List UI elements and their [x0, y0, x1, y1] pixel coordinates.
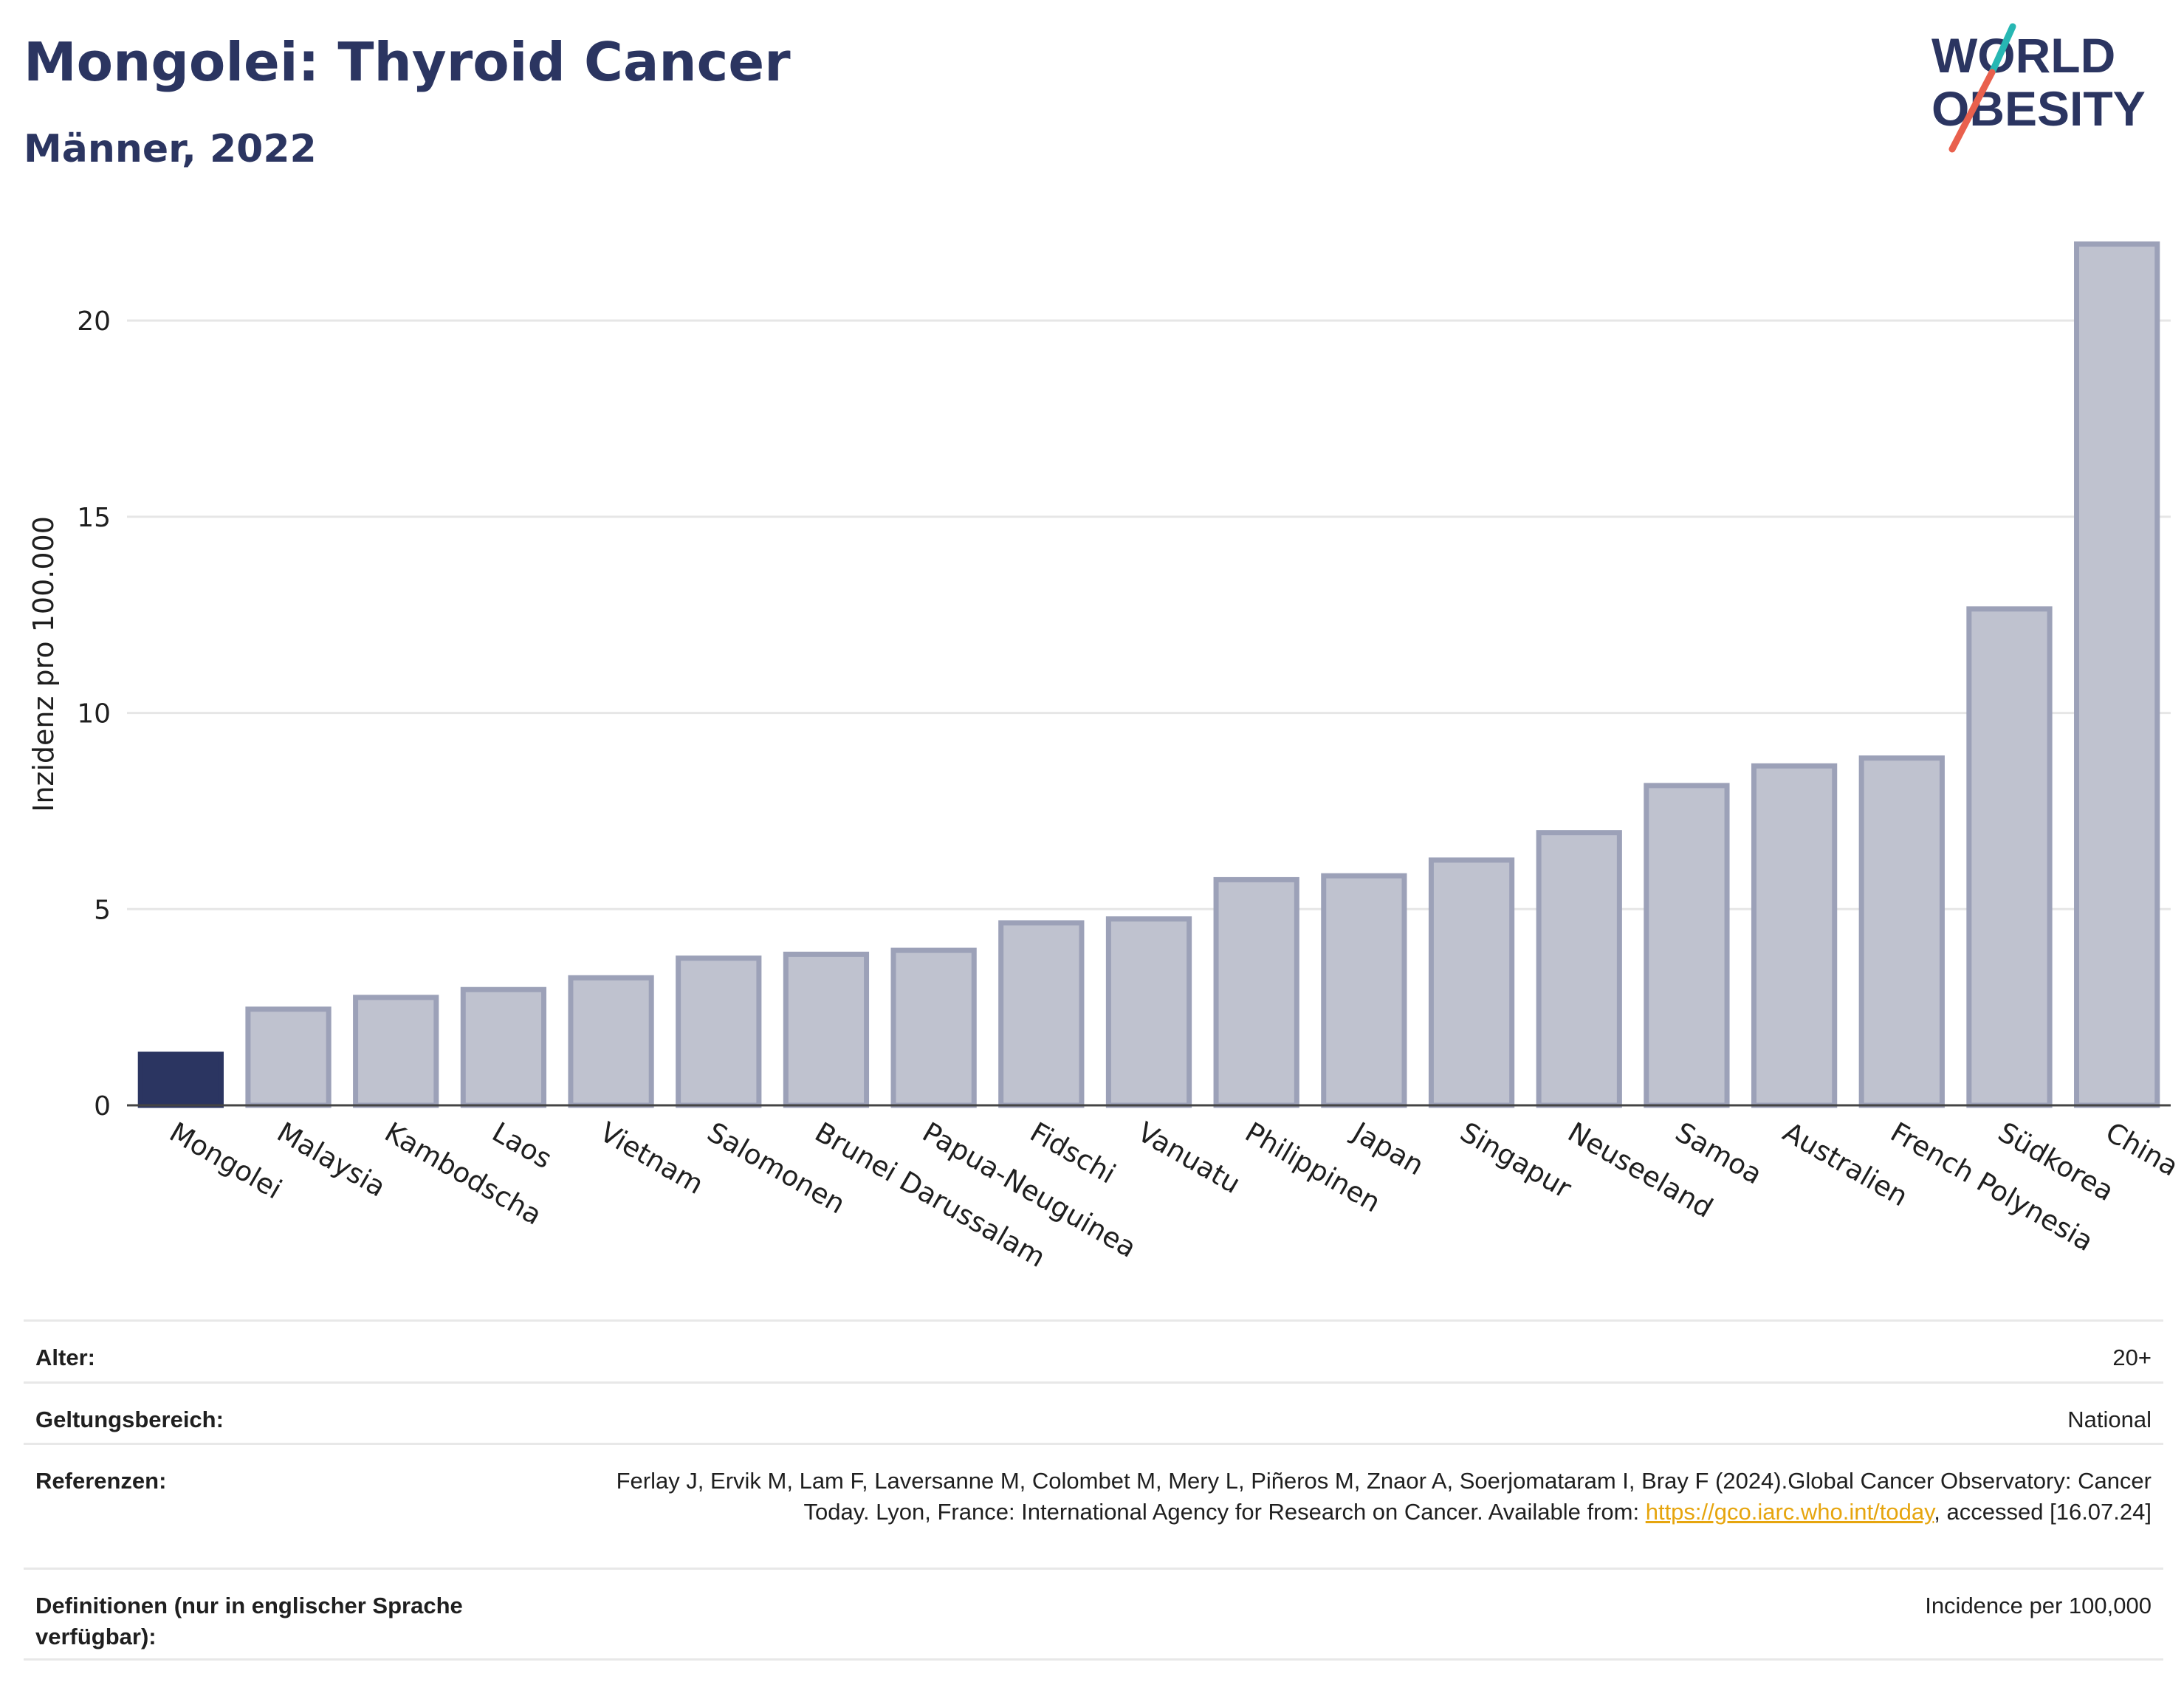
bar-südkorea	[1966, 606, 2053, 1108]
info-table: Alter: 20+ Geltungsbereich: National Ref…	[24, 1319, 2163, 1661]
bar-malaysia	[245, 1006, 332, 1108]
x-tick-label: Vietnam	[594, 1116, 709, 1201]
bar-papua-neuguinea	[890, 947, 977, 1108]
y-tick-label: 0	[94, 1091, 111, 1122]
bar-philippinen	[1213, 876, 1299, 1108]
bar-kambodscha	[353, 995, 439, 1108]
world-obesity-logo: WORLD OBESITY	[1931, 23, 2146, 153]
bar-brunei-darussalam	[783, 951, 870, 1108]
info-value-scope: National	[2067, 1407, 2152, 1432]
reference-link[interactable]: https://gco.iarc.who.int/today	[1645, 1499, 1934, 1525]
x-tick-label: Laos	[487, 1116, 557, 1175]
x-tick-label: Malaysia	[272, 1116, 391, 1204]
logo-slash-red	[1948, 69, 1996, 153]
info-label-references: Referenzen:	[35, 1468, 167, 1494]
info-label-age: Alter:	[35, 1345, 95, 1370]
y-tick-label: 5	[94, 895, 111, 925]
page-title: Mongolei: Thyroid Cancer	[24, 31, 791, 93]
info-label-definitions: Definitionen (nur in englischer Sprache …	[35, 1593, 463, 1649]
x-tick-label: Mongolei	[164, 1116, 287, 1206]
bar-singapur	[1428, 857, 1515, 1108]
bar-mongolei	[137, 1051, 224, 1108]
bars	[137, 241, 2160, 1108]
info-row-scope: Geltungsbereich: National	[24, 1381, 2163, 1443]
x-tick-label: Vanuatu	[1133, 1116, 1246, 1201]
bar-china	[2074, 241, 2160, 1108]
logo-slash-teal	[1988, 23, 2016, 76]
x-tick-label: Japan	[1346, 1116, 1429, 1182]
bar-fidschi	[998, 920, 1085, 1108]
bar-australien	[1751, 763, 1838, 1108]
info-row-definitions: Definitionen (nur in englischer Sprache …	[24, 1568, 2163, 1661]
page-subtitle: Männer, 2022	[24, 127, 317, 171]
bar-samoa	[1644, 783, 1730, 1108]
reference-text: Ferlay J, Ervik M, Lam F, Laversanne M, …	[616, 1468, 2152, 1525]
info-value-references: Ferlay J, Ervik M, Lam F, Laversanne M, …	[564, 1466, 2152, 1528]
bar-vietnam	[568, 975, 654, 1108]
bar-salomonen	[676, 955, 762, 1108]
y-tick-labels: 0 5 10 15 20	[77, 306, 111, 1122]
y-axis-label: Inzidenz pro 100.000	[27, 516, 60, 812]
logo-line-world: WORLD	[1931, 28, 2115, 83]
reference-accessed: , accessed [16.07.24]	[1934, 1499, 2152, 1525]
bar-japan	[1321, 873, 1407, 1108]
info-row-references: Referenzen: Ferlay J, Ervik M, Lam F, La…	[24, 1443, 2163, 1568]
x-tick-label: French Polynesia	[1885, 1116, 2098, 1258]
bar-laos	[460, 986, 547, 1108]
info-row-age: Alter: 20+	[24, 1319, 2163, 1381]
y-tick-label: 15	[77, 503, 111, 533]
y-tick-label: 10	[77, 699, 111, 729]
y-tick-label: 20	[77, 306, 111, 337]
x-tick-label: China	[2101, 1116, 2184, 1183]
info-label-scope: Geltungsbereich:	[35, 1407, 224, 1432]
bar-neuseeland	[1536, 830, 1622, 1108]
info-value-age: 20+	[2112, 1345, 2152, 1370]
x-tick-label: Singapur	[1455, 1116, 1578, 1205]
info-value-definitions: Incidence per 100,000	[1925, 1593, 2152, 1618]
bar-vanuatu	[1105, 916, 1192, 1108]
bar-french-polynesia	[1858, 755, 1945, 1108]
